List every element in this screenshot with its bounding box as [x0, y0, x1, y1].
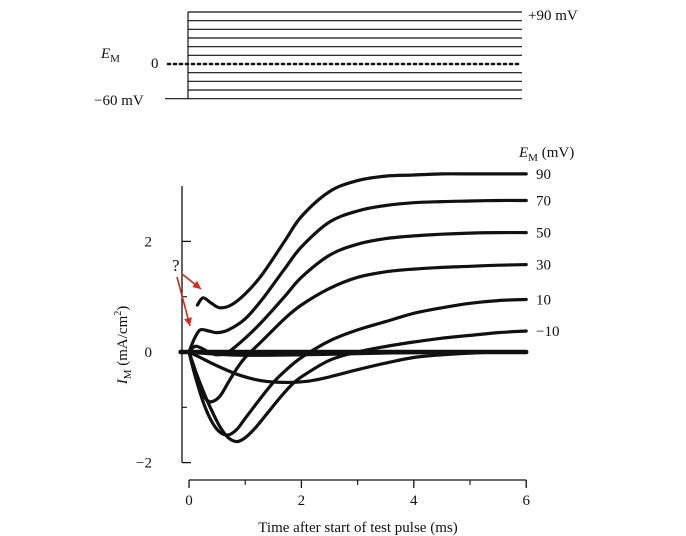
voltage-protocol: EM 0 +90 mV −60 mV [94, 8, 578, 109]
annotation-arrow-lower [176, 276, 191, 327]
legend-label-30: 30 [536, 258, 551, 274]
bottom-voltage-label: −60 mV [94, 93, 144, 109]
annotation-arrow-upper-head [192, 280, 201, 289]
trace-50mV [187, 230, 528, 357]
current-chart: −2 0 2 0 2 4 6 EM (mV) 90 70 50 30 10 −10 Time afte… [113, 145, 574, 536]
question-annotation: ? [172, 256, 202, 327]
y-tick-label: 0 [145, 345, 153, 361]
legend-title: EM (mV) [518, 145, 574, 164]
em-label: EM [100, 46, 120, 65]
top-voltage-label: +90 mV [528, 8, 578, 24]
legend-label--10: −10 [536, 324, 559, 340]
legend-label-70: 70 [536, 193, 551, 209]
legend-label-50: 50 [536, 226, 551, 242]
legend-label-10: 10 [536, 292, 551, 308]
trace-70mV [187, 198, 528, 354]
chart-axes: −2 0 2 0 2 4 6 [136, 186, 530, 509]
y-tick-label: −2 [136, 456, 152, 472]
y-axis-label: IM (mA/cm2) [113, 306, 134, 386]
x-tick-label: 4 [410, 493, 418, 509]
voltage-step-lines [165, 11, 524, 100]
trace--10mV [187, 329, 528, 444]
x-tick-label: 0 [185, 493, 193, 509]
trace-90mV [195, 172, 528, 310]
x-tick-label: 6 [522, 493, 530, 509]
x-tick-label: 2 [298, 493, 306, 509]
x-axis-label: Time after start of test pulse (ms) [258, 520, 457, 536]
zero-voltage-label: 0 [151, 56, 159, 72]
question-mark: ? [172, 256, 180, 275]
legend-label-90: 90 [536, 167, 551, 183]
chart-traces [178, 172, 529, 444]
chart-legend: EM (mV) 90 70 50 30 10 −10 [518, 145, 574, 340]
y-tick-label: 2 [145, 234, 153, 250]
annotation-arrow-lower-head [184, 317, 192, 326]
